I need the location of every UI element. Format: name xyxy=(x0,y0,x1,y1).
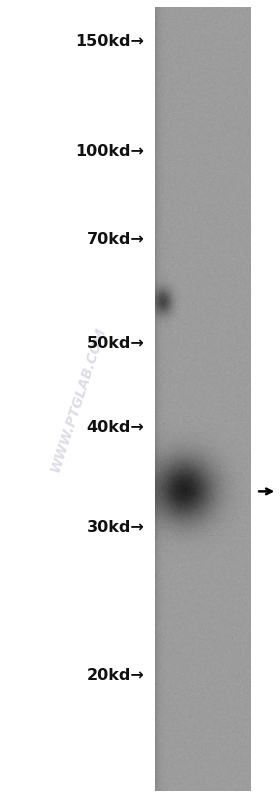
Text: 30kd→: 30kd→ xyxy=(87,520,144,535)
Text: 40kd→: 40kd→ xyxy=(87,420,144,435)
Text: 50kd→: 50kd→ xyxy=(87,336,144,351)
Text: 150kd→: 150kd→ xyxy=(75,34,144,49)
Text: WWW.PTGLAB.COM: WWW.PTGLAB.COM xyxy=(48,325,109,474)
Text: 100kd→: 100kd→ xyxy=(75,145,144,159)
Text: 70kd→: 70kd→ xyxy=(87,233,144,247)
Text: 20kd→: 20kd→ xyxy=(87,668,144,682)
